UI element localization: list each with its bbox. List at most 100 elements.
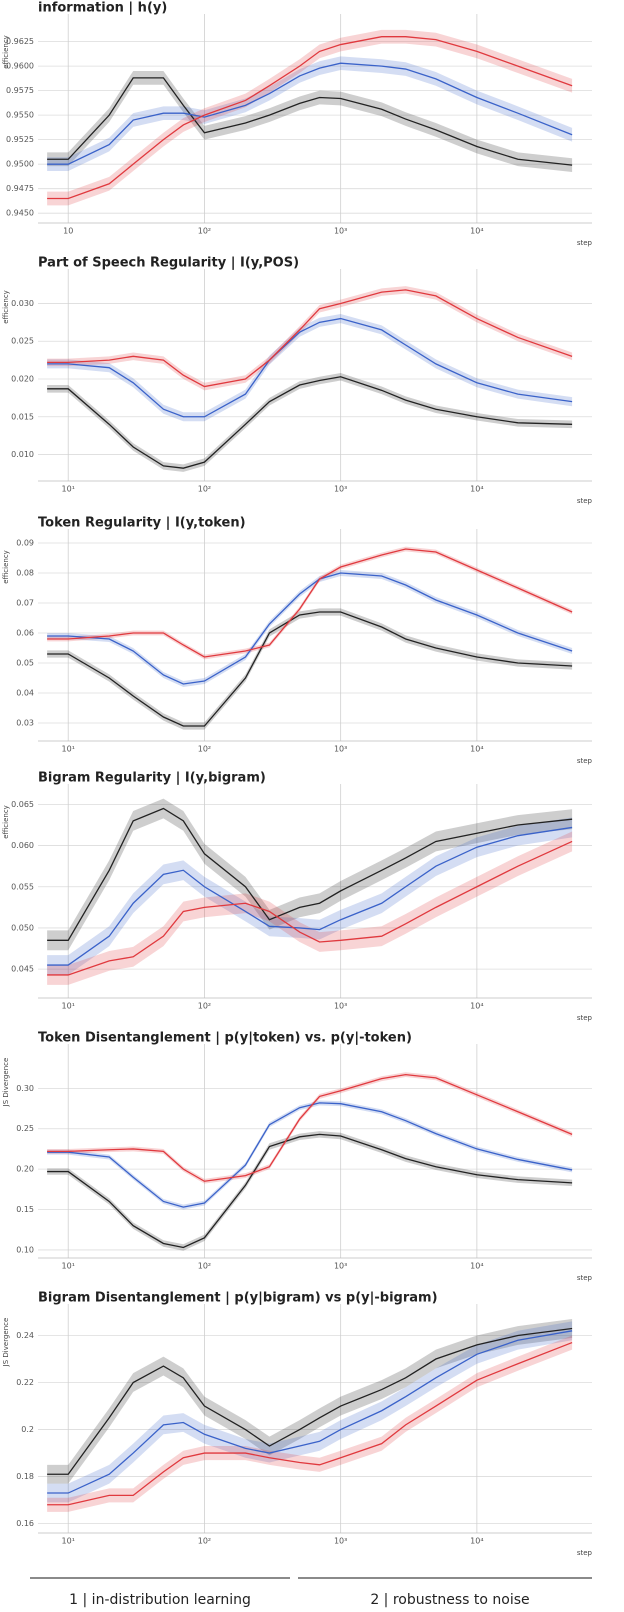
chart-title: Token Regularity | I(y,token): [38, 516, 246, 531]
confidence-band: [47, 1335, 573, 1512]
series-line: [47, 572, 573, 685]
segment-label: 1 | in-distribution learning: [69, 1592, 251, 1608]
series-line: [47, 1327, 573, 1475]
confidence-band: [47, 314, 573, 422]
x-tick-label: 10³: [334, 745, 347, 754]
series-line: [47, 1073, 573, 1182]
x-tick-label: 10⁴: [470, 485, 483, 494]
y-tick-label: 0.15: [16, 1205, 34, 1214]
x-tick-label: 10³: [334, 1537, 347, 1546]
confidence-band: [47, 1319, 573, 1484]
x-tick-label: 10: [63, 227, 73, 236]
x-tick-label: 10⁴: [470, 227, 483, 236]
x-tick-label: 10⁴: [470, 745, 483, 754]
series-line: [47, 36, 573, 200]
series-line: [47, 840, 573, 976]
series-line: [47, 1330, 573, 1494]
y-tick-label: 0.25: [16, 1124, 34, 1133]
y-tick-label: 0.22: [16, 1378, 34, 1387]
chart-title: Bigram Disentanglement | p(y|bigram) vs …: [38, 1291, 438, 1306]
y-tick-label: 0.07: [16, 599, 34, 608]
y-tick-label: 0.9475: [6, 184, 34, 193]
x-axis-label: step: [577, 757, 593, 765]
chart-title: Bigram Regularity | I(y,bigram): [38, 771, 266, 786]
x-axis-label: step: [577, 1549, 593, 1557]
y-tick-label: 0.18: [16, 1472, 34, 1481]
y-tick-label: 0.030: [11, 299, 34, 308]
x-tick-label: 10²: [198, 1002, 211, 1011]
confidence-band: [47, 71, 573, 173]
series-line: [47, 376, 573, 469]
x-tick-label: 10¹: [62, 1537, 75, 1546]
series-line: [47, 1102, 573, 1208]
series-line: [47, 289, 573, 388]
series-line: [47, 611, 573, 727]
y-axis-label: efficiency: [2, 550, 10, 584]
series-line: [47, 77, 573, 166]
y-tick-label: 0.045: [11, 965, 34, 974]
y-tick-label: 0.9500: [6, 160, 34, 169]
y-tick-label: 0.020: [11, 375, 34, 384]
x-tick-label: 10²: [198, 227, 211, 236]
y-axis-label: JS Divergence: [2, 1318, 10, 1368]
x-tick-label: 10³: [334, 227, 347, 236]
chart-title: information | h(y): [38, 1, 167, 16]
y-tick-label: 0.060: [11, 841, 34, 850]
y-tick-label: 0.9550: [6, 111, 34, 120]
x-tick-label: 10²: [198, 1537, 211, 1546]
y-tick-label: 0.9575: [6, 86, 34, 95]
x-tick-label: 10¹: [62, 1262, 75, 1271]
y-tick-label: 0.025: [11, 337, 34, 346]
chart-title: Part of Speech Regularity | I(y,POS): [38, 256, 299, 271]
x-tick-label: 10⁴: [470, 1002, 483, 1011]
y-axis-label: efficiency: [2, 35, 10, 69]
segment-label: 2 | robustness to noise: [370, 1592, 529, 1608]
y-tick-label: 0.9625: [6, 37, 34, 46]
y-axis-label: efficiency: [2, 290, 10, 324]
confidence-band: [47, 798, 573, 951]
x-axis-label: step: [577, 497, 593, 505]
x-tick-label: 10²: [198, 485, 211, 494]
series-line: [47, 826, 573, 966]
confidence-band: [47, 1321, 573, 1503]
y-tick-label: 0.03: [16, 719, 34, 728]
y-tick-label: 0.065: [11, 800, 34, 809]
confidence-band: [47, 56, 573, 172]
y-tick-label: 0.30: [16, 1084, 34, 1093]
y-tick-label: 0.9525: [6, 135, 34, 144]
x-tick-label: 10²: [198, 1262, 211, 1271]
x-tick-label: 10²: [198, 745, 211, 754]
series-line: [47, 548, 573, 658]
y-tick-label: 0.09: [16, 539, 34, 548]
x-tick-label: 10³: [334, 1262, 347, 1271]
y-tick-label: 0.055: [11, 882, 34, 891]
x-axis-label: step: [577, 1274, 593, 1282]
chart-title: Token Disentanglement | p(y|token) vs. p…: [38, 1031, 412, 1046]
confidence-band: [47, 831, 573, 985]
y-tick-label: 0.05: [16, 659, 34, 668]
x-tick-label: 10³: [334, 1002, 347, 1011]
confidence-band: [47, 570, 573, 687]
series-line: [47, 807, 573, 941]
x-tick-label: 10³: [334, 485, 347, 494]
x-tick-label: 10¹: [62, 1002, 75, 1011]
y-tick-label: 0.24: [16, 1331, 34, 1340]
y-tick-label: 0.2: [21, 1425, 34, 1434]
x-tick-label: 10⁴: [470, 1262, 483, 1271]
confidence-band: [47, 1072, 573, 1184]
y-tick-label: 0.050: [11, 923, 34, 932]
y-axis-label: JS Divergence: [2, 1058, 10, 1108]
y-axis-label: efficiency: [2, 805, 10, 839]
series-line: [47, 1341, 573, 1506]
y-tick-label: 0.9600: [6, 62, 34, 71]
y-tick-label: 0.06: [16, 629, 34, 638]
confidence-band: [47, 608, 573, 730]
x-axis-label: step: [577, 1014, 593, 1022]
x-tick-label: 10⁴: [470, 1537, 483, 1546]
y-tick-label: 0.9450: [6, 209, 34, 218]
x-tick-label: 10¹: [62, 485, 75, 494]
y-tick-label: 0.20: [16, 1165, 34, 1174]
series-line: [47, 62, 573, 165]
confidence-band: [47, 1100, 573, 1210]
